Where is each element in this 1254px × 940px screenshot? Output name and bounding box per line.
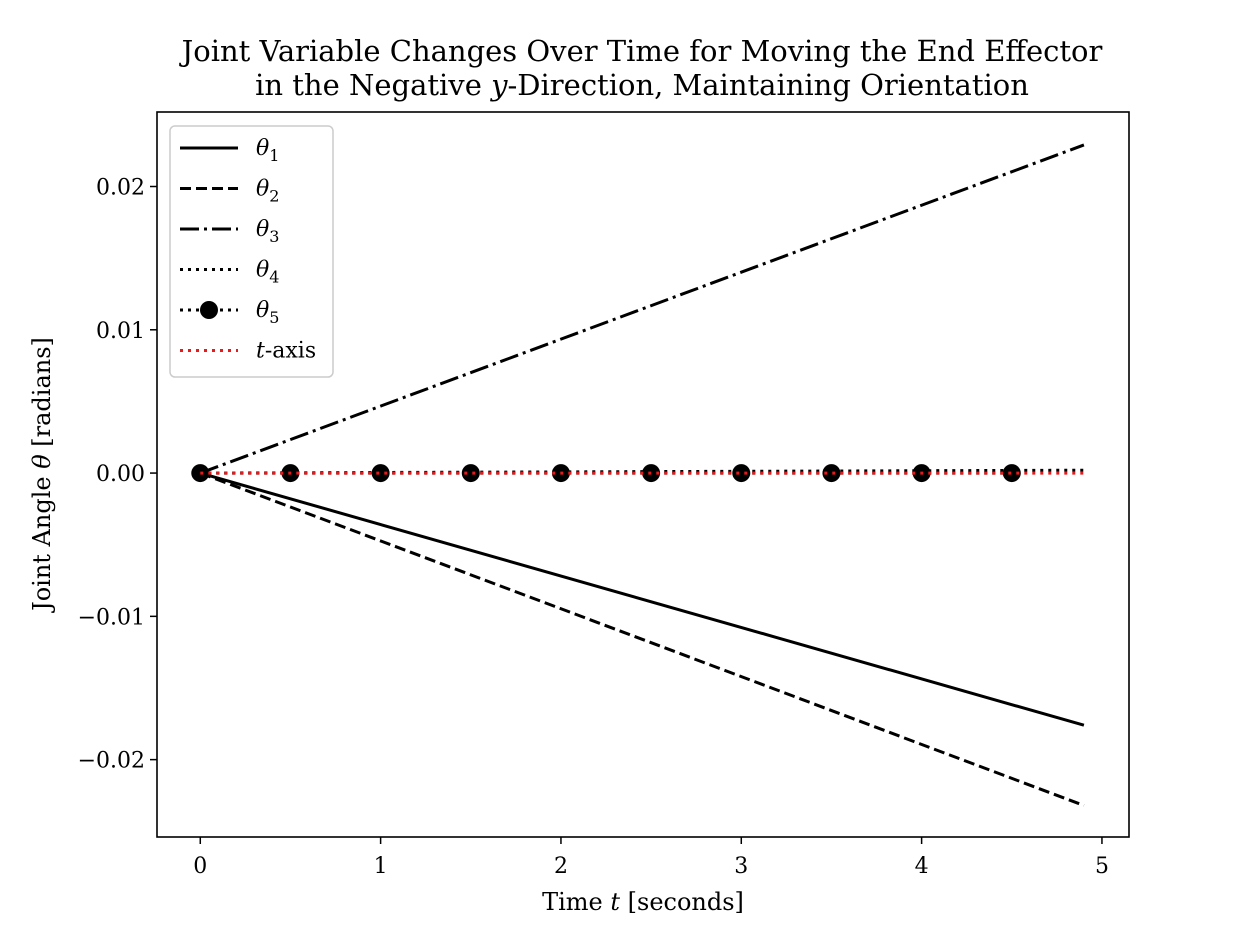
axes-frame bbox=[156, 111, 1130, 838]
series-5-marker bbox=[461, 464, 480, 483]
y-tick-label: 0.00 bbox=[96, 462, 145, 487]
y-ticks: 0.02 0.01 0.00 −0.01 −0.02 bbox=[78, 176, 157, 774]
series-5-marker bbox=[1002, 464, 1021, 483]
y-tick-label: 0.02 bbox=[96, 176, 145, 201]
x-axis-label: Time t [seconds] bbox=[542, 888, 744, 916]
chart-title-line-2: in the Negative y-Direction, Maintaining… bbox=[255, 68, 1029, 102]
y-axis-label: Joint Angle θ [radians] bbox=[28, 337, 56, 614]
x-tick-label: 5 bbox=[1095, 854, 1109, 879]
series-line-1 bbox=[199, 471, 1085, 727]
series-line-3 bbox=[199, 143, 1085, 475]
series-5-marker bbox=[822, 464, 841, 483]
chart-title-line-1: Joint Variable Changes Over Time for Mov… bbox=[179, 34, 1103, 68]
chart-title: Joint Variable Changes Over Time for Mov… bbox=[179, 34, 1103, 102]
y-tick-label: −0.02 bbox=[78, 749, 145, 774]
x-ticks: 0 1 2 3 4 5 bbox=[193, 837, 1109, 879]
series-5-marker bbox=[371, 464, 390, 483]
x-tick-label: 2 bbox=[554, 854, 568, 879]
legend-label-4: θ4 bbox=[256, 258, 279, 287]
y-tick-label: −0.01 bbox=[78, 605, 145, 630]
legend-label-1: θ1 bbox=[256, 136, 279, 165]
legend-label-3: θ3 bbox=[256, 217, 279, 246]
legend-label-2: θ2 bbox=[256, 177, 279, 206]
legend-marker bbox=[200, 301, 218, 319]
x-tick-label: 4 bbox=[915, 854, 929, 879]
x-tick-label: 1 bbox=[374, 854, 388, 879]
legend-items: θ1 θ2 θ3 θ4 θ5 t-axis bbox=[180, 136, 316, 364]
x-tick-label: 3 bbox=[734, 854, 748, 879]
x-tick-label: 0 bbox=[193, 854, 207, 879]
series-layer bbox=[191, 143, 1085, 807]
y-tick-label: 0.01 bbox=[96, 319, 145, 344]
legend: θ1 θ2 θ3 θ4 θ5 t-axis bbox=[169, 125, 334, 378]
legend-label-6: t-axis bbox=[256, 339, 316, 364]
plot-area: 0 1 2 3 4 5 0.02 0.01 0.00 −0.01 −0.02 bbox=[78, 111, 1130, 879]
series-5-marker bbox=[732, 464, 751, 483]
series-line-2 bbox=[199, 471, 1085, 807]
legend-label-5: θ5 bbox=[256, 298, 279, 327]
